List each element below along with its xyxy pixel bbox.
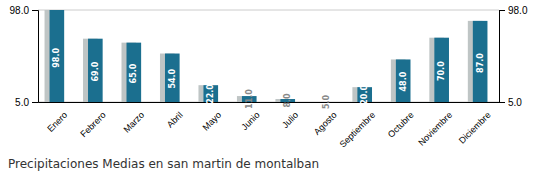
tick-mark: [32, 102, 38, 103]
tick: Febrero: [78, 102, 107, 139]
tick: Mayo: [201, 102, 224, 133]
tick-mark: [32, 10, 38, 11]
tick-label: Junio: [239, 110, 261, 132]
chart: Enero Febrero Marzo Abril Mayo Junio Julio Agos…: [0, 0, 537, 174]
data-label: 20.0: [360, 85, 369, 105]
tick: 5.0: [15, 97, 38, 108]
axis-line: [500, 11, 506, 103]
tick: Diciembre: [457, 102, 493, 146]
x-axis: Enero Febrero Marzo Abril Mayo Junio Julio Agos…: [39, 102, 500, 150]
tick-label: Septiembre: [338, 110, 378, 150]
tick-label: Noviembre: [416, 110, 454, 148]
data-label: 5.0: [322, 94, 331, 109]
tick-label: Febrero: [78, 110, 107, 139]
tick: Noviembre: [416, 102, 454, 148]
bar: [396, 59, 411, 102]
tick-label: Marzo: [122, 110, 147, 135]
bar: [88, 39, 103, 102]
bars: [45, 10, 488, 102]
tick: 5.0: [499, 97, 522, 108]
tick-label: 5.0: [15, 97, 29, 108]
tick-label: Mayo: [201, 110, 224, 133]
tick-label: 98.0: [508, 5, 528, 16]
bar: [50, 10, 65, 102]
tick-label: Diciembre: [457, 110, 493, 146]
title: Precipitaciones Medias en san martin de …: [8, 157, 319, 171]
tick-label: Abril: [165, 110, 185, 130]
tick-label: 5.0: [508, 97, 522, 108]
bar: [473, 21, 488, 102]
tick: Abril: [165, 102, 185, 130]
tick-mark: [499, 102, 505, 103]
data-label: 87.0: [476, 53, 485, 73]
data-label: 54.0: [168, 68, 177, 88]
y-axis: 5.0 98.0: [10, 5, 39, 108]
data-labels: 98.0 69.0 65.0 54.0 22.0 11.0 8.0 5.0 20.0 48.0 70…: [52, 48, 484, 110]
plot: Enero Febrero Marzo Abril Mayo Junio Julio Agos…: [10, 5, 528, 150]
tick-mark: [499, 10, 505, 11]
bar: [434, 38, 449, 102]
bar: [165, 54, 180, 102]
data-label: 69.0: [91, 61, 100, 81]
grid-line: [38, 10, 499, 11]
data-label: 65.0: [129, 63, 138, 83]
tick: 98.0: [10, 5, 38, 16]
axis-line: [32, 11, 39, 103]
tick-label: Julio: [280, 110, 300, 130]
tick: Enero: [45, 102, 69, 134]
tick: Octubre: [386, 102, 416, 140]
tick: Septiembre: [338, 102, 378, 150]
data-label: 98.0: [52, 48, 61, 68]
tick-label: Enero: [45, 110, 69, 134]
tick-label: 98.0: [10, 5, 30, 16]
data-label: 48.0: [399, 71, 408, 91]
data-label: 11.0: [245, 89, 254, 109]
data-label: 8.0: [283, 93, 292, 108]
data-label: 70.0: [437, 61, 446, 81]
tick-label: Octubre: [386, 110, 416, 140]
tick: Marzo: [122, 102, 147, 135]
bar: [127, 43, 142, 102]
tick: 98.0: [499, 5, 528, 16]
axis-line: [39, 102, 500, 103]
tick-label: Agosto: [312, 110, 339, 137]
data-label: 22.0: [206, 84, 215, 104]
y2-axis: 5.0 98.0: [499, 5, 528, 108]
